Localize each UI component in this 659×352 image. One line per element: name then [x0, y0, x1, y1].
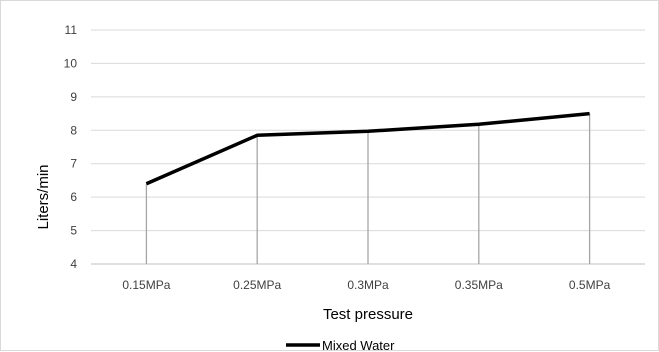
y-axis-ticks: 4 5 6 7 8 9 10 11 — [64, 23, 78, 271]
x-tick-label: 0.3MPa — [347, 278, 389, 292]
x-axis-title: Test pressure — [323, 306, 413, 323]
y-tick-label: 6 — [70, 190, 77, 204]
legend-label: Mixed Water — [322, 338, 395, 352]
x-tick-label: 0.35MPa — [455, 278, 503, 292]
y-tick-label: 4 — [70, 257, 77, 271]
x-axis-ticks: 0.15MPa 0.25MPa 0.3MPa 0.35MPa 0.5MPa — [122, 278, 610, 292]
y-tick-label: 11 — [65, 23, 78, 37]
y-tick-label: 5 — [70, 224, 77, 238]
drop-lines — [146, 114, 589, 264]
y-tick-label: 7 — [70, 157, 77, 171]
x-tick-label: 0.15MPa — [122, 278, 170, 292]
x-tick-label: 0.5MPa — [569, 278, 611, 292]
legend: Mixed Water — [286, 338, 395, 352]
y-tick-label: 8 — [70, 123, 77, 137]
x-tick-label: 0.25MPa — [233, 278, 281, 292]
y-tick-label: 10 — [64, 56, 78, 70]
y-axis-title: Liters/min — [35, 164, 52, 229]
y-tick-label: 9 — [70, 90, 77, 104]
